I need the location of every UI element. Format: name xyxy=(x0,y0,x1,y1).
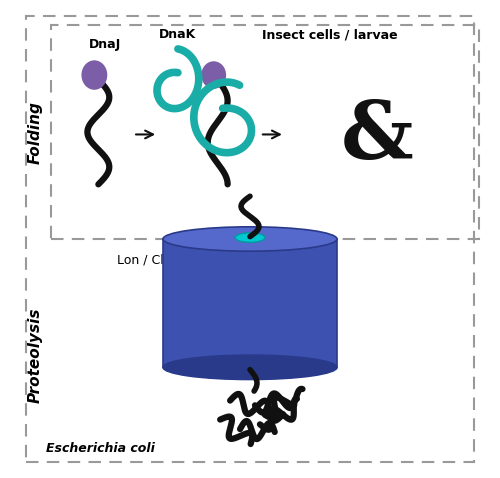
Text: Insect cells / larvae: Insect cells / larvae xyxy=(262,28,398,41)
Ellipse shape xyxy=(163,355,337,380)
Ellipse shape xyxy=(202,61,226,89)
Text: Escherichia coli: Escherichia coli xyxy=(46,442,155,455)
Text: &: & xyxy=(340,98,413,176)
Text: Proteolysis: Proteolysis xyxy=(28,308,42,403)
Bar xyxy=(51,25,478,239)
Text: Lon / ClpP: Lon / ClpP xyxy=(117,254,179,267)
Ellipse shape xyxy=(163,227,337,251)
Ellipse shape xyxy=(235,233,265,242)
Text: DnaK: DnaK xyxy=(160,28,196,41)
FancyBboxPatch shape xyxy=(163,239,337,367)
Text: Folding: Folding xyxy=(28,101,42,163)
Ellipse shape xyxy=(82,60,108,90)
Text: DnaJ: DnaJ xyxy=(88,38,120,51)
